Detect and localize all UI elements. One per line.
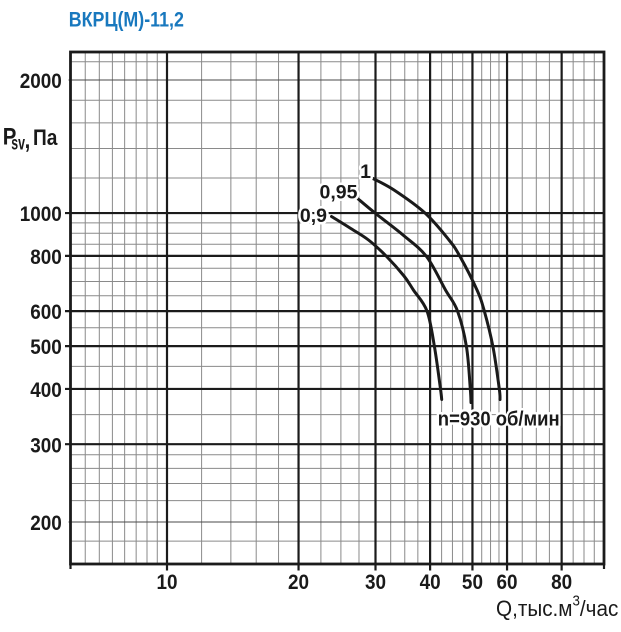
- svg-text:2000: 2000: [20, 70, 62, 93]
- svg-text:Па: Па: [33, 125, 58, 150]
- svg-text:P: P: [3, 123, 17, 150]
- svg-text:sv: sv: [11, 133, 25, 154]
- svg-text:400: 400: [30, 379, 62, 402]
- svg-text:,: ,: [25, 127, 31, 154]
- svg-text:20: 20: [288, 571, 309, 594]
- svg-text:Q,тыс.м3/час: Q,тыс.м3/час: [496, 592, 618, 621]
- svg-text:80: 80: [551, 571, 572, 594]
- svg-text:1: 1: [360, 161, 371, 183]
- svg-text:200: 200: [30, 512, 62, 535]
- svg-text:30: 30: [365, 571, 386, 594]
- svg-text:1000: 1000: [20, 203, 62, 226]
- svg-text:40: 40: [420, 571, 441, 594]
- svg-text:ВКРЦ(М)-11,2: ВКРЦ(М)-11,2: [69, 8, 184, 32]
- svg-text:n=930 об/мин: n=930 об/мин: [438, 408, 560, 431]
- svg-text:50: 50: [462, 571, 483, 594]
- svg-text:60: 60: [497, 571, 518, 594]
- svg-text:10: 10: [156, 571, 177, 594]
- svg-text:0,95: 0,95: [320, 182, 358, 204]
- svg-text:800: 800: [30, 246, 62, 269]
- svg-text:600: 600: [30, 301, 62, 324]
- svg-text:300: 300: [30, 434, 62, 457]
- svg-text:0,9: 0,9: [300, 205, 327, 227]
- svg-text:500: 500: [30, 336, 62, 359]
